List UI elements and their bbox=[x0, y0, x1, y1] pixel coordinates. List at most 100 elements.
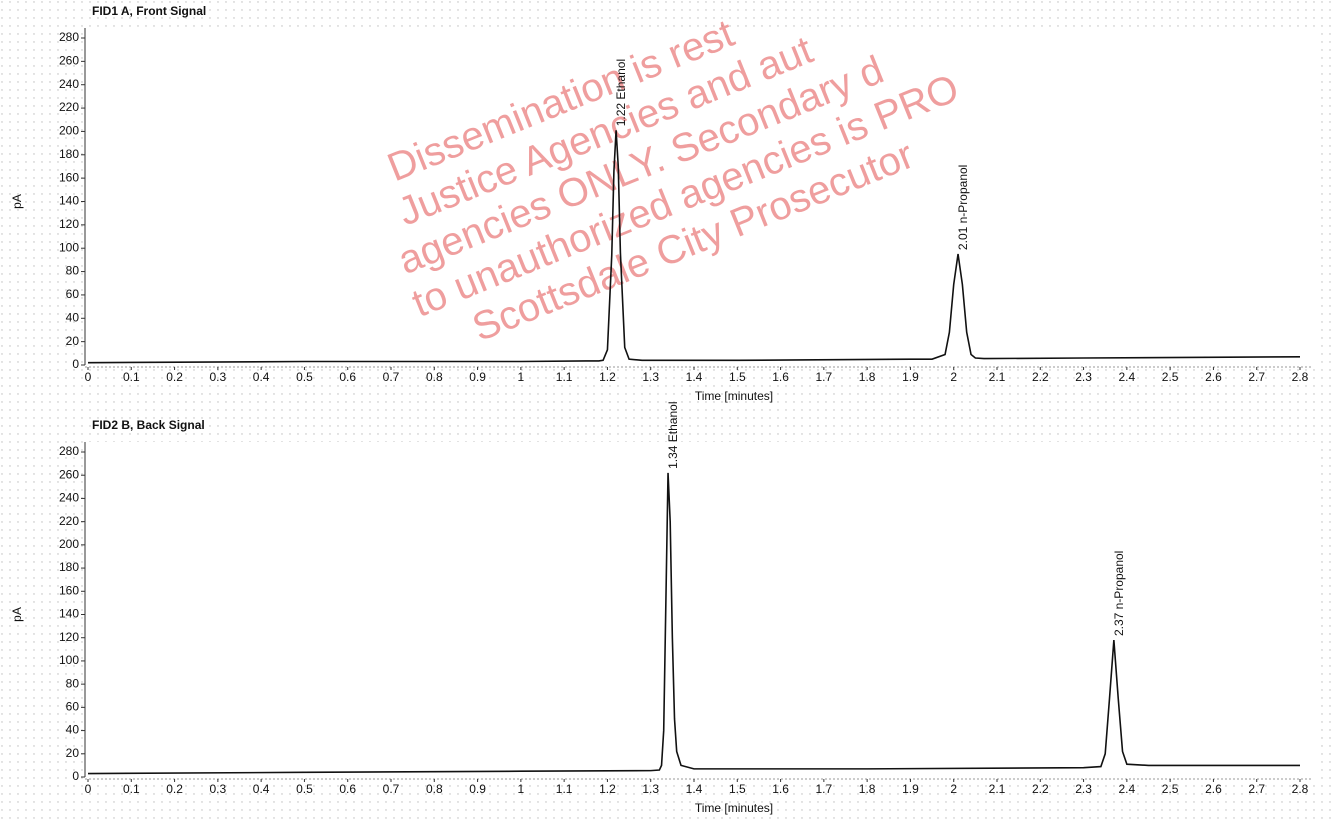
x-tick-label: 1.4 bbox=[686, 370, 703, 384]
x-tick-label: 0.9 bbox=[469, 370, 486, 384]
y-tick-label: 160 bbox=[59, 583, 79, 597]
x-tick-label: 2.8 bbox=[1292, 782, 1309, 796]
y-tick-label: 180 bbox=[59, 560, 79, 574]
x-tick-label: 2.3 bbox=[1075, 782, 1092, 796]
x-tick-label: 0.7 bbox=[383, 370, 400, 384]
x-tick-label: 1.6 bbox=[772, 782, 789, 796]
y-tick-label: 160 bbox=[59, 170, 79, 184]
x-tick-label: 0 bbox=[85, 370, 92, 384]
panel-title: FID2 B, Back Signal bbox=[92, 418, 205, 432]
y-tick-label: 200 bbox=[59, 537, 79, 551]
x-tick-label: 2.2 bbox=[1032, 782, 1049, 796]
x-tick-label: 0.9 bbox=[469, 782, 486, 796]
y-axis-label: pA bbox=[10, 194, 24, 209]
peak-label: 1.22 Ethanol bbox=[614, 59, 628, 126]
x-tick-label: 1.5 bbox=[729, 370, 746, 384]
y-tick-label: 200 bbox=[59, 124, 79, 138]
plot-area bbox=[85, 28, 1315, 368]
y-tick-label: 20 bbox=[66, 746, 80, 760]
x-tick-label: 0.8 bbox=[426, 782, 443, 796]
x-tick-label: 1.1 bbox=[556, 370, 573, 384]
y-tick-label: 0 bbox=[72, 769, 79, 783]
x-tick-label: 2.7 bbox=[1248, 370, 1265, 384]
x-tick-label: 0 bbox=[85, 782, 92, 796]
x-tick-label: 1.8 bbox=[859, 370, 876, 384]
y-tick-label: 280 bbox=[59, 444, 79, 458]
x-tick-label: 0.5 bbox=[296, 782, 313, 796]
x-tick-label: 2.5 bbox=[1162, 370, 1179, 384]
y-tick-label: 100 bbox=[59, 240, 79, 254]
y-tick-label: 60 bbox=[66, 700, 80, 714]
y-tick-label: 60 bbox=[66, 287, 80, 301]
x-tick-label: 2 bbox=[950, 370, 957, 384]
y-tick-label: 260 bbox=[59, 467, 79, 481]
y-tick-label: 240 bbox=[59, 491, 79, 505]
x-tick-label: 1.6 bbox=[772, 370, 789, 384]
x-tick-label: 0.8 bbox=[426, 370, 443, 384]
x-tick-label: 0.2 bbox=[166, 782, 183, 796]
x-tick-label: 0.3 bbox=[210, 782, 227, 796]
x-tick-label: 0.1 bbox=[123, 782, 140, 796]
x-tick-label: 2.1 bbox=[989, 782, 1006, 796]
y-tick-label: 40 bbox=[66, 310, 80, 324]
x-tick-label: 1 bbox=[518, 782, 525, 796]
peak-label: 1.34 Ethanol bbox=[666, 402, 680, 469]
x-tick-label: 0.5 bbox=[296, 370, 313, 384]
y-tick-label: 40 bbox=[66, 723, 80, 737]
y-tick-label: 140 bbox=[59, 194, 79, 208]
x-tick-label: 2.5 bbox=[1162, 782, 1179, 796]
y-tick-label: 80 bbox=[66, 264, 80, 278]
x-tick-label: 1.9 bbox=[902, 782, 919, 796]
x-tick-label: 2.4 bbox=[1119, 782, 1136, 796]
y-tick-label: 240 bbox=[59, 77, 79, 91]
x-tick-label: 1.5 bbox=[729, 782, 746, 796]
y-tick-label: 120 bbox=[59, 630, 79, 644]
x-tick-label: 0.3 bbox=[210, 370, 227, 384]
x-tick-label: 2.6 bbox=[1205, 782, 1222, 796]
x-tick-label: 1.7 bbox=[816, 370, 833, 384]
y-tick-label: 220 bbox=[59, 514, 79, 528]
y-axis-label: pA bbox=[10, 607, 24, 622]
x-tick-label: 1.7 bbox=[816, 782, 833, 796]
y-tick-label: 260 bbox=[59, 54, 79, 68]
panel-title: FID1 A, Front Signal bbox=[92, 4, 206, 18]
x-tick-label: 1.4 bbox=[686, 782, 703, 796]
x-tick-label: 0.2 bbox=[166, 370, 183, 384]
y-tick-label: 280 bbox=[59, 30, 79, 44]
y-tick-label: 0 bbox=[72, 357, 79, 371]
x-tick-label: 1.2 bbox=[599, 782, 616, 796]
peak-label: 2.01 n-Propanol bbox=[956, 165, 970, 250]
x-tick-label: 0.4 bbox=[253, 782, 270, 796]
x-tick-label: 1.3 bbox=[642, 370, 659, 384]
y-tick-label: 140 bbox=[59, 607, 79, 621]
x-tick-label: 1.3 bbox=[642, 782, 659, 796]
x-tick-label: 2.2 bbox=[1032, 370, 1049, 384]
signal-line bbox=[87, 472, 1300, 775]
x-tick-label: 0.6 bbox=[339, 782, 356, 796]
y-tick-label: 100 bbox=[59, 653, 79, 667]
y-tick-label: 20 bbox=[66, 334, 80, 348]
y-tick-label: 80 bbox=[66, 676, 80, 690]
x-tick-label: 2.1 bbox=[989, 370, 1006, 384]
x-tick-label: 2.7 bbox=[1248, 782, 1265, 796]
x-tick-label: 1.1 bbox=[556, 782, 573, 796]
x-tick-label: 0.4 bbox=[253, 370, 270, 384]
x-tick-label: 1.9 bbox=[902, 370, 919, 384]
signal-line bbox=[87, 130, 1301, 364]
x-tick-label: 1.2 bbox=[599, 370, 616, 384]
x-tick-label: 2 bbox=[950, 782, 957, 796]
y-tick-label: 120 bbox=[59, 217, 79, 231]
x-tick-label: 2.6 bbox=[1205, 370, 1222, 384]
x-tick-label: 1 bbox=[518, 370, 525, 384]
x-tick-label: 2.4 bbox=[1119, 370, 1136, 384]
x-axis-label: Time [minutes] bbox=[695, 801, 773, 815]
y-tick-label: 220 bbox=[59, 100, 79, 114]
x-tick-label: 0.6 bbox=[339, 370, 356, 384]
x-tick-label: 0.7 bbox=[383, 782, 400, 796]
x-tick-label: 2.8 bbox=[1292, 370, 1309, 384]
y-tick-label: 180 bbox=[59, 147, 79, 161]
x-tick-label: 2.3 bbox=[1075, 370, 1092, 384]
peak-label: 2.37 n-Propanol bbox=[1112, 551, 1126, 636]
